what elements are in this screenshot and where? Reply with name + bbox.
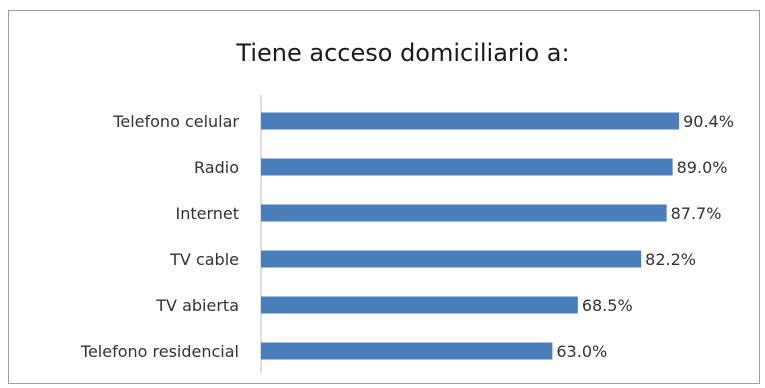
bars-group: Telefono celular 90.4% Radio 89.0% Internet 8… (80, 112, 734, 361)
bar (261, 250, 642, 268)
category-label: Telefono residencial (80, 342, 239, 361)
data-label: 63.0% (556, 342, 607, 361)
data-label: 68.5% (582, 296, 633, 315)
data-label: 82.2% (645, 250, 696, 269)
category-label: Radio (194, 158, 239, 177)
bar (261, 112, 680, 130)
bar-chart: Tiene acceso domiciliario a: Telefono ce… (80, 39, 734, 373)
bar (261, 296, 578, 314)
bar (261, 158, 673, 176)
data-label: 87.7% (671, 204, 722, 223)
chart-frame: Tiene acceso domiciliario a: Telefono ce… (8, 10, 760, 384)
category-label: Telefono celular (112, 112, 239, 131)
category-label: TV abierta (155, 296, 239, 315)
bar (261, 342, 553, 360)
category-label: TV cable (169, 250, 239, 269)
chart-title: Tiene acceso domiciliario a: (235, 39, 569, 67)
data-label: 90.4% (683, 112, 734, 131)
bar (261, 204, 667, 222)
category-label: Internet (175, 204, 239, 223)
data-label: 89.0% (677, 158, 728, 177)
